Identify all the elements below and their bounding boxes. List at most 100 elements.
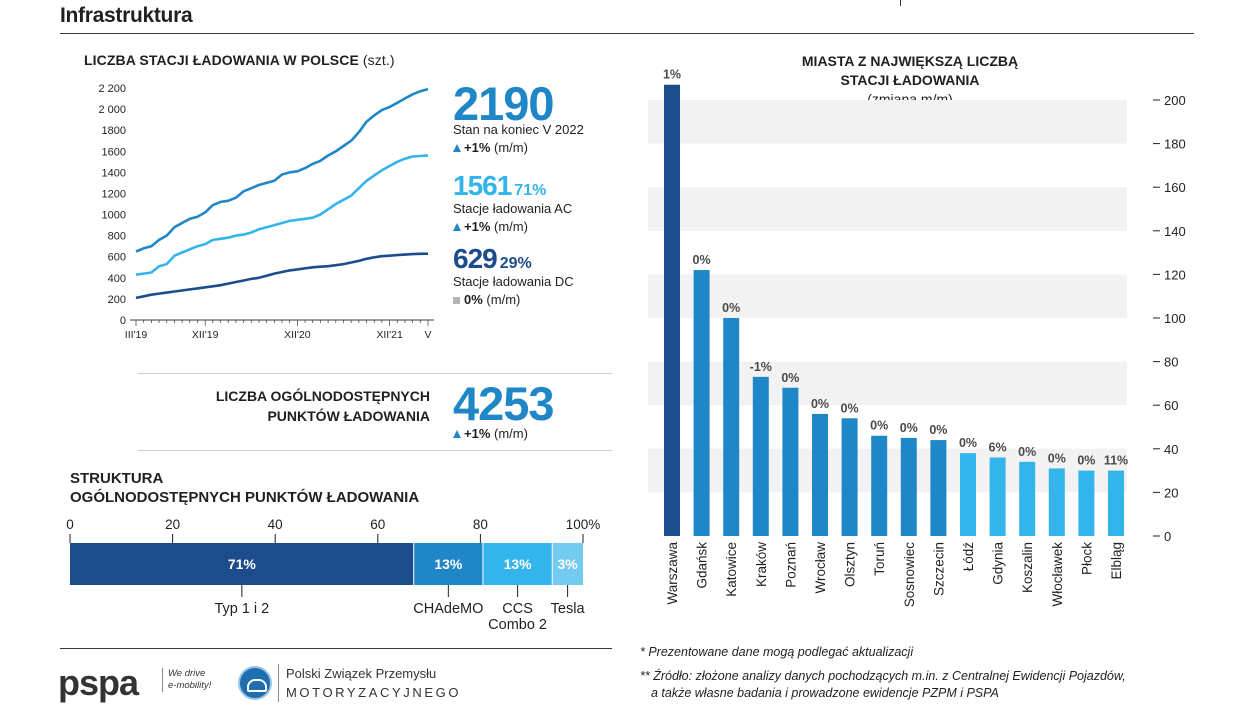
series-line-1	[135, 154, 429, 276]
bar-value-label: 0%	[1048, 451, 1066, 465]
series-line-2	[135, 252, 429, 300]
segment-value-label: 71%	[228, 556, 257, 572]
points-rule-bottom	[138, 450, 612, 451]
bar	[752, 376, 769, 536]
bottom-rule	[60, 648, 612, 649]
bar	[960, 453, 976, 536]
y-tick-label: 1800	[102, 125, 126, 137]
y-tick-label: 2 000	[98, 104, 126, 116]
footnote-2-line2: a także własne badania i prowadzone ewid…	[651, 686, 999, 700]
x-tick-label: 60	[370, 517, 385, 532]
footnote-1: * Prezentowane dane mogą podlegać aktual…	[640, 645, 914, 659]
bar-value-label: 0%	[870, 419, 888, 433]
dc-stations-change: 0% (m/m)	[453, 292, 520, 307]
pzpm-emblem-icon	[238, 666, 272, 700]
bar-value-label: 6%	[989, 441, 1007, 455]
neutral-square-icon	[453, 297, 460, 304]
y-tick-label: 1400	[102, 167, 126, 179]
total-stations-label: Stan na koniec V 2022	[453, 122, 584, 137]
cities-title-line2: STACJI ŁADOWANIA	[840, 72, 980, 88]
segment-name-label: CCS	[502, 601, 533, 617]
structure-title-line1: STRUKTURA	[70, 470, 164, 487]
bar-value-label: 1%	[663, 68, 681, 82]
ac-value: 1561	[453, 170, 512, 201]
bar	[664, 84, 680, 537]
points-change-value: +1%	[464, 426, 491, 441]
category-label: Płock	[1079, 542, 1094, 575]
y-tick-label: 100	[1164, 311, 1186, 326]
segment-value-label: 13%	[504, 556, 533, 572]
x-tick-label: 40	[268, 517, 283, 532]
total-stations-change: +1% (m/m)	[453, 140, 528, 155]
bar	[1078, 470, 1095, 536]
ac-change-value: +1%	[464, 219, 491, 234]
ac-share: 71%	[514, 182, 547, 199]
y-tick-label: 20	[1164, 485, 1178, 500]
dc-stations-value: 629 29%	[453, 245, 532, 273]
bar-value-label: 0%	[929, 423, 947, 437]
bar-value-label: 0%	[841, 401, 859, 415]
bar	[1048, 468, 1065, 536]
bar	[782, 387, 799, 536]
bar	[900, 437, 917, 536]
category-label: Elbląg	[1109, 542, 1124, 580]
ac-change-unit: (m/m)	[494, 219, 528, 234]
points-label-line1: LICZBA OGÓLNODOSTĘPNYCH	[215, 388, 430, 404]
header-tick	[900, 0, 901, 6]
y-tick-label: 120	[1164, 267, 1186, 282]
points-rule-top	[138, 373, 612, 374]
ac-stations-value: 1561 71%	[453, 172, 546, 200]
x-tick-label: 0	[66, 517, 74, 532]
pzpm-line1: Polski Związek Przemysłu	[286, 666, 437, 681]
page-title: Infrastruktura	[60, 4, 193, 27]
category-label: Warszawa	[665, 542, 680, 605]
dc-change-unit: (m/m)	[486, 292, 521, 307]
category-label: Poznań	[783, 542, 798, 588]
bar	[841, 418, 858, 536]
up-triangle-icon	[453, 430, 461, 438]
y-tick-label: 40	[1164, 442, 1178, 457]
points-label-line2: PUNKTÓW ŁADOWANIA	[267, 408, 430, 424]
y-tick-label: 1000	[102, 210, 126, 222]
segment	[552, 543, 583, 585]
category-label: Olsztyn	[843, 542, 858, 587]
up-triangle-icon	[453, 223, 461, 231]
category-label: Włocławek	[1050, 542, 1065, 607]
pzpm-line2: MOTORYZACYJNEGO	[286, 685, 462, 700]
category-label: Kraków	[754, 542, 769, 587]
bar	[1019, 461, 1036, 536]
pzpm-logo-text: Polski Związek Przemysłu MOTORYZACYJNEGO	[278, 664, 461, 702]
x-tick-label: XII'20	[284, 329, 311, 341]
bar-value-label: -1%	[750, 360, 772, 374]
structure-title: STRUKTURA OGÓLNODOSTĘPNYCH PUNKTÓW ŁADOW…	[70, 469, 419, 507]
points-change-unit: (m/m)	[494, 426, 528, 441]
line-chart-title: LICZBA STACJI ŁADOWANIA W POLSCE (szt.)	[84, 52, 395, 68]
dc-share: 29%	[499, 255, 532, 272]
category-label: Sosnowiec	[902, 542, 917, 608]
line-chart-title-text: LICZBA STACJI ŁADOWANIA W POLSCE	[84, 52, 359, 68]
category-label: Wrocław	[813, 542, 828, 594]
category-label: Koszalin	[1020, 542, 1035, 593]
footnote-2: ** Źródło: złożone analizy danych pochod…	[640, 668, 1126, 702]
pspa-logo: pspa	[58, 662, 139, 703]
y-tick-label: 800	[108, 231, 126, 243]
bar	[989, 457, 1006, 536]
x-tick-label: III'19	[125, 329, 148, 341]
y-tick-label: 160	[1164, 180, 1186, 195]
y-tick-label: 1200	[102, 188, 126, 200]
ac-stations-change: +1% (m/m)	[453, 219, 528, 234]
y-tick-label: 80	[1164, 355, 1178, 370]
bar-value-label: 0%	[1018, 445, 1036, 459]
bar	[930, 440, 947, 536]
points-label: LICZBA OGÓLNODOSTĘPNYCH PUNKTÓW ŁADOWANI…	[140, 386, 430, 426]
segment-name-label: CHAdeMO	[413, 601, 483, 617]
bar-value-label: 11%	[1104, 454, 1128, 468]
y-tick-label: 200	[1164, 93, 1186, 108]
bar	[723, 318, 740, 536]
y-tick-label: 400	[108, 273, 126, 285]
segment-name-label: Combo 2	[488, 617, 547, 633]
x-tick-label: XII'21	[376, 329, 403, 341]
cities-title-line1: MIASTA Z NAJWIĘKSZĄ LICZBĄ	[801, 53, 1019, 69]
segment-name-label: Tesla	[551, 601, 586, 617]
segment	[413, 543, 483, 585]
